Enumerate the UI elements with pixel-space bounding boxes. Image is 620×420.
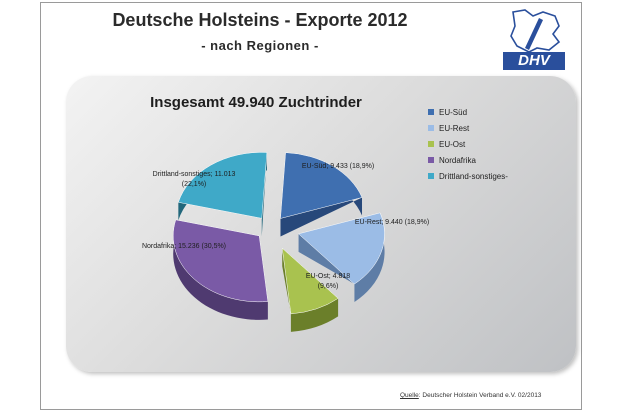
legend-label: EU-Ost (439, 139, 466, 149)
legend-swatch (428, 173, 434, 179)
data-label: Nordafrika; 15.236 (30,5%) (142, 243, 226, 250)
legend-label: Drittland-sonstiges- (439, 171, 508, 181)
dhv-map-icon (510, 9, 561, 53)
dhv-logo: DHV (503, 8, 565, 70)
data-label: (9,6%) (318, 283, 339, 290)
source-note: Quelle: Deutscher Holstein Verband e.V. … (400, 392, 541, 399)
legend-item: EU-Rest (428, 120, 508, 136)
legend-swatch (428, 109, 434, 115)
legend-swatch (428, 141, 434, 147)
slide-subtitle: - nach Regionen - (201, 38, 319, 53)
logo-text: DHV (503, 52, 565, 70)
legend-swatch (428, 125, 434, 131)
legend-label: EU-Süd (439, 107, 468, 117)
legend-item: Nordafrika (428, 152, 508, 168)
legend-swatch (428, 157, 434, 163)
pie-slice (281, 247, 339, 315)
pie-slice (298, 212, 385, 285)
chart-legend: EU-Süd EU-Rest EU-Ost Nordafrika Drittla… (428, 104, 508, 184)
data-label: (22,1%) (182, 181, 207, 188)
legend-item: EU-Süd (428, 104, 508, 120)
pie-chart: EU-Süd; 9.433 (18,9%) EU-Rest; 9.440 (18,… (142, 152, 429, 332)
data-label: EU-Ost; 4.818 (306, 273, 350, 280)
legend-item: EU-Ost (428, 136, 508, 152)
data-label: EU-Rest; 9.440 (18,9%) (355, 219, 429, 226)
pie-slice (178, 152, 268, 219)
legend-label: EU-Rest (439, 123, 470, 133)
chart-title: Insgesamt 49.940 Zuchtrinder (150, 94, 362, 111)
data-label: Drittland-sonstiges; 11.013 (153, 171, 236, 178)
legend-item: Drittland-sonstiges- (428, 168, 508, 184)
pie-slice (280, 152, 363, 219)
data-label: EU-Süd; 9.433 (18,9%) (302, 163, 374, 170)
pie-slice (172, 219, 269, 303)
source-text: : Deutscher Holstein Verband e.V. 02/201… (418, 392, 542, 399)
slide-title: Deutsche Holsteins - Exporte 2012 (112, 10, 408, 30)
legend-label: Nordafrika (439, 155, 476, 165)
source-key: Quelle (400, 392, 419, 399)
